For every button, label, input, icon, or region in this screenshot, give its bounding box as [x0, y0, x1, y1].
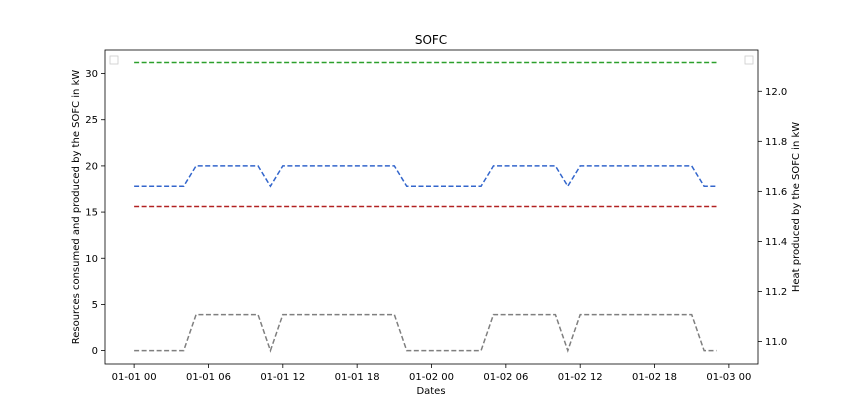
y2-tick-label: 11.8: [765, 137, 787, 148]
x-tick-label: 01-01 06: [186, 372, 231, 383]
x-tick-label: 01-01 18: [335, 372, 380, 383]
legend-box-right: [744, 55, 754, 65]
x-axis: 01-01 00 01-01 06 01-01 12 01-01 18 01-02 00…: [112, 364, 751, 383]
y-axis-right: 11.0 11.2 11.4 11.6 11.8 12.0: [758, 87, 787, 348]
y2-tick-label: 12.0: [765, 87, 787, 98]
y-tick-label: 30: [85, 69, 98, 80]
y-axis-left: 0 5 10 15 20 25 30: [85, 69, 105, 357]
y-axis-left-title: Resources consumed and produced by the S…: [71, 70, 82, 345]
y2-tick-label: 11.4: [765, 237, 787, 248]
x-tick-label: 01-01 00: [112, 372, 157, 383]
x-tick-label: 01-02 18: [632, 372, 677, 383]
x-tick-label: 01-02 12: [558, 372, 603, 383]
x-axis-title: Dates: [416, 386, 445, 397]
chart-title: SOFC: [415, 33, 447, 47]
y2-tick-label: 11.6: [765, 187, 787, 198]
legend-box-left: [109, 55, 119, 65]
x-tick-label: 01-02 06: [483, 372, 528, 383]
series-layer: [134, 61, 717, 353]
y2-tick-label: 11.0: [765, 337, 787, 348]
y2-tick-label: 11.2: [765, 287, 787, 298]
y-tick-label: 15: [85, 208, 98, 219]
y-tick-label: 25: [85, 115, 98, 126]
x-tick-label: 01-02 00: [409, 372, 454, 383]
y-tick-label: 20: [85, 161, 98, 172]
x-tick-label: 01-03 00: [706, 372, 751, 383]
y-axis-right-title: Heat produced by the SOFC in kW: [791, 122, 802, 292]
y-tick-label: 10: [85, 254, 98, 265]
y-tick-label: 0: [92, 346, 98, 357]
x-tick-label: 01-01 12: [260, 372, 305, 383]
y-tick-label: 5: [92, 300, 98, 311]
series-line-2: [134, 165, 717, 188]
series-line-4: [134, 313, 717, 353]
